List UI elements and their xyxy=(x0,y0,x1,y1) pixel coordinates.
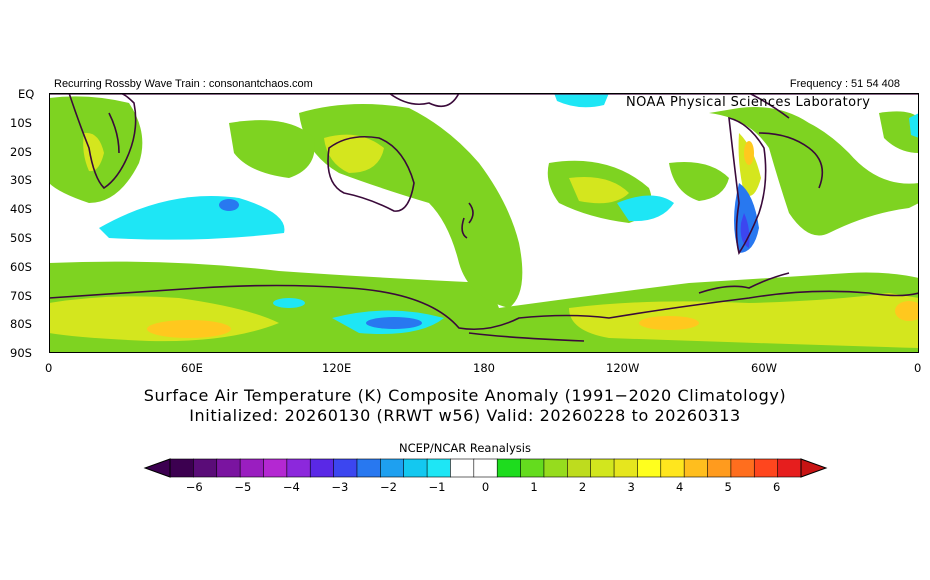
colorbar-cell xyxy=(216,458,241,478)
colorbar-title: NCEP/NCAR Reanalysis xyxy=(399,441,531,455)
colorbar-cell xyxy=(286,458,311,478)
colorbar-cell xyxy=(169,458,194,478)
colorbar-cell xyxy=(403,458,428,478)
anomaly-map xyxy=(49,93,919,353)
lon-label: 60W xyxy=(751,361,778,375)
colorbar-tick-label: 6 xyxy=(773,480,781,494)
colorbar-tick-label: 1 xyxy=(530,480,538,494)
colorbar-right-arrow xyxy=(800,458,828,478)
colorbar-tick-label: −4 xyxy=(282,480,300,494)
colorbar-tick-label: −2 xyxy=(379,480,397,494)
map-border xyxy=(49,93,919,353)
colorbar-cell xyxy=(450,458,475,478)
lat-label: 90S xyxy=(10,346,32,360)
colorbar-left-arrow xyxy=(143,458,171,478)
lat-label: EQ xyxy=(18,87,35,101)
negative-anomaly-fields xyxy=(99,93,919,334)
colorbar-cell xyxy=(707,458,732,478)
lab-label: NOAA Physical Sciences Laboratory xyxy=(626,95,871,110)
colorbar xyxy=(143,458,828,478)
colorbar-cell xyxy=(309,458,335,478)
lat-label: 40S xyxy=(10,202,32,216)
lat-label: 10S xyxy=(10,116,32,130)
colorbar-tick-label: −6 xyxy=(185,480,203,494)
lat-label: 70S xyxy=(10,289,32,303)
lat-label: 30S xyxy=(10,173,32,187)
colorbar-cell xyxy=(426,458,452,478)
colorbar-cell xyxy=(239,458,265,478)
colorbar-cell xyxy=(753,458,779,478)
frequency-note: Frequency : 51 54 408 xyxy=(789,78,900,90)
colorbar-cell xyxy=(730,458,755,478)
lon-label: 0 xyxy=(914,361,922,375)
lat-label: 80S xyxy=(10,317,32,331)
colorbar-tick-label: −1 xyxy=(428,480,446,494)
colorbar-tick-label: −3 xyxy=(331,480,349,494)
source-note: Recurring Rossby Wave Train : consonantc… xyxy=(54,78,313,90)
lon-label: 180 xyxy=(473,361,495,375)
colorbar-cell xyxy=(777,458,802,478)
lon-label: 120W xyxy=(606,361,640,375)
colorbar-cell xyxy=(683,458,709,478)
warm-anomaly-pockets xyxy=(49,132,919,348)
map-caption-dates: Initialized: 20260130 (RRWT w56) Valid: … xyxy=(189,406,741,425)
colorbar-cell xyxy=(590,458,615,478)
coastlines xyxy=(49,93,919,342)
colorbar-tick-label: 5 xyxy=(724,480,732,494)
lon-label: 60E xyxy=(181,361,203,375)
colorbar-cell xyxy=(356,458,381,478)
colorbar-cell xyxy=(263,458,288,478)
colorbar-cell xyxy=(333,458,358,478)
lon-label: 120E xyxy=(322,361,352,375)
map-caption-title: Surface Air Temperature (K) Composite An… xyxy=(143,386,787,405)
colorbar-tick-label: 4 xyxy=(675,480,684,494)
colorbar-cell xyxy=(637,458,662,478)
lat-label: 60S xyxy=(10,260,32,274)
colorbar-cell xyxy=(543,458,568,478)
lat-label: 50S xyxy=(10,231,32,245)
colorbar-cell xyxy=(473,458,498,478)
colorbar-tick-label: 3 xyxy=(627,480,635,494)
hot-anomaly-spots xyxy=(147,141,919,338)
lat-label: 20S xyxy=(10,145,32,159)
colorbar-tick-label: 2 xyxy=(578,480,587,494)
lon-label: 0 xyxy=(45,361,53,375)
colorbar-cell xyxy=(380,458,405,478)
colorbar-cell xyxy=(613,458,639,478)
colorbar-tick-label: 0 xyxy=(481,480,490,494)
colorbar-cell xyxy=(520,458,545,478)
colorbar-cell xyxy=(566,458,592,478)
colorbar-cell xyxy=(660,458,685,478)
colorbar-cell xyxy=(496,458,522,478)
colorbar-cell xyxy=(193,458,218,478)
colorbar-tick-label: −5 xyxy=(234,480,252,494)
